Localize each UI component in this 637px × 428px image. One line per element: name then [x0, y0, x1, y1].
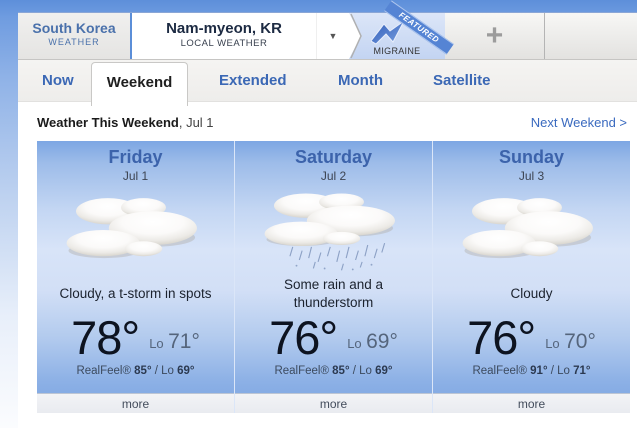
weather-icon-area — [433, 186, 630, 274]
nav-tab-weekend-active[interactable]: Weekend — [91, 62, 188, 106]
realfeel-line: RealFeel® 85° / Lo 69° — [235, 365, 432, 377]
page-title-date: , Jul 1 — [178, 115, 214, 130]
realfeel-low: 69° — [177, 365, 195, 377]
location-tab-title: Nam-myeon, KR — [166, 20, 282, 37]
cloudy-icon — [66, 198, 197, 259]
page: South Korea WEATHER Nam-myeon, KR LOCAL … — [18, 0, 637, 428]
rain-thunderstorm-icon — [264, 193, 395, 271]
high-temp: 78° — [71, 311, 140, 364]
temperature-row: 76° Lo 70° — [433, 314, 630, 361]
realfeel-separator: / Lo — [550, 365, 570, 377]
page-title: Weather This Weekend, Jul 1 — [37, 115, 214, 130]
nav-tab-satellite[interactable]: Satellite — [433, 72, 491, 89]
location-tab-subtitle: LOCAL WEATHER — [180, 38, 268, 49]
realfeel-line: RealFeel® 91° / Lo 71° — [433, 365, 630, 377]
main-content: Weather This Weekend, Jul 1 Next Weekend… — [18, 102, 637, 428]
more-link[interactable]: more — [433, 393, 630, 413]
tab-local-weather[interactable]: Nam-myeon, KR LOCAL WEATHER — [130, 13, 316, 59]
weather-description: Cloudy, a t-storm in spots — [59, 286, 212, 302]
tab-migraine-featured[interactable]: FEATURED MIGRAINE — [349, 0, 454, 59]
temperature-row: 78° Lo 71° — [37, 314, 234, 361]
forecast-cards: Friday Jul 1 Cloudy, a t-storm in spots — [37, 141, 630, 413]
realfeel-low: 71° — [573, 365, 591, 377]
day-date: Jul 1 — [122, 169, 149, 183]
realfeel-label: RealFeel® — [472, 365, 527, 377]
forecast-card-saturday: Saturday Jul 2 — [234, 141, 432, 413]
realfeel-high: 91° — [530, 365, 548, 377]
chevron-down-icon: ▼ — [328, 31, 338, 41]
cloudy-icon — [462, 198, 593, 259]
tab-country-weather[interactable]: South Korea WEATHER — [18, 13, 130, 59]
realfeel-label: RealFeel® — [76, 365, 131, 377]
day-date: Jul 2 — [320, 169, 347, 183]
more-link[interactable]: more — [37, 393, 234, 413]
country-tab-subtitle: WEATHER — [48, 37, 100, 47]
tab-strip-spacer — [545, 13, 637, 59]
heading-row: Weather This Weekend, Jul 1 Next Weekend… — [37, 115, 627, 130]
forecast-card-sunday: Sunday Jul 3 Cloudy 76° — [432, 141, 630, 413]
realfeel-separator: / Lo — [154, 365, 174, 377]
high-temp: 76° — [269, 311, 338, 364]
day-date: Jul 3 — [518, 169, 545, 183]
weather-icon-area — [37, 186, 234, 274]
lightning-bolt-icon — [371, 20, 405, 45]
low-label: Lo — [149, 336, 164, 351]
realfeel-separator: / Lo — [352, 365, 372, 377]
low-label: Lo — [545, 336, 560, 351]
next-weekend-link[interactable]: Next Weekend > — [530, 115, 627, 130]
tab-separator-chevron-icon — [350, 13, 362, 59]
low-value: 69° — [366, 330, 398, 353]
day-name: Sunday — [498, 147, 564, 167]
weather-description: Cloudy — [510, 286, 553, 302]
weather-icon-area — [235, 186, 432, 274]
country-tab-title: South Korea — [32, 20, 116, 36]
realfeel-high: 85° — [332, 365, 350, 377]
day-name: Saturday — [294, 147, 373, 167]
forecast-nav: Now Weekend Extended Month Satellite — [18, 60, 637, 106]
low-temp: Lo 69° — [347, 330, 398, 354]
forecast-card-friday: Friday Jul 1 Cloudy, a t-storm in spots — [37, 141, 234, 413]
realfeel-low: 69° — [375, 365, 393, 377]
day-name: Friday — [108, 147, 163, 167]
low-temp: Lo 70° — [545, 330, 596, 354]
plus-icon: + — [485, 19, 504, 52]
more-link[interactable]: more — [235, 393, 432, 413]
nav-tab-extended[interactable]: Extended — [219, 72, 287, 89]
realfeel-high: 85° — [134, 365, 152, 377]
low-label: Lo — [347, 336, 362, 351]
weather-description: Some rain and a thunderstorm — [283, 277, 384, 310]
realfeel-label: RealFeel® — [274, 365, 329, 377]
low-temp: Lo 71° — [149, 330, 200, 354]
migraine-tab-label: MIGRAINE — [373, 46, 421, 56]
low-value: 71° — [168, 330, 200, 353]
realfeel-line: RealFeel® 85° / Lo 69° — [37, 365, 234, 377]
low-value: 70° — [564, 330, 596, 353]
location-dropdown-button[interactable]: ▼ — [316, 13, 349, 59]
nav-tab-now[interactable]: Now — [42, 72, 74, 89]
high-temp: 76° — [467, 311, 536, 364]
add-location-tab-button[interactable]: + — [445, 13, 545, 59]
page-title-bold: Weather This Weekend — [37, 115, 179, 130]
temperature-row: 76° Lo 69° — [235, 314, 432, 361]
location-tab-strip: South Korea WEATHER Nam-myeon, KR LOCAL … — [18, 0, 637, 60]
nav-tab-month[interactable]: Month — [338, 72, 383, 89]
